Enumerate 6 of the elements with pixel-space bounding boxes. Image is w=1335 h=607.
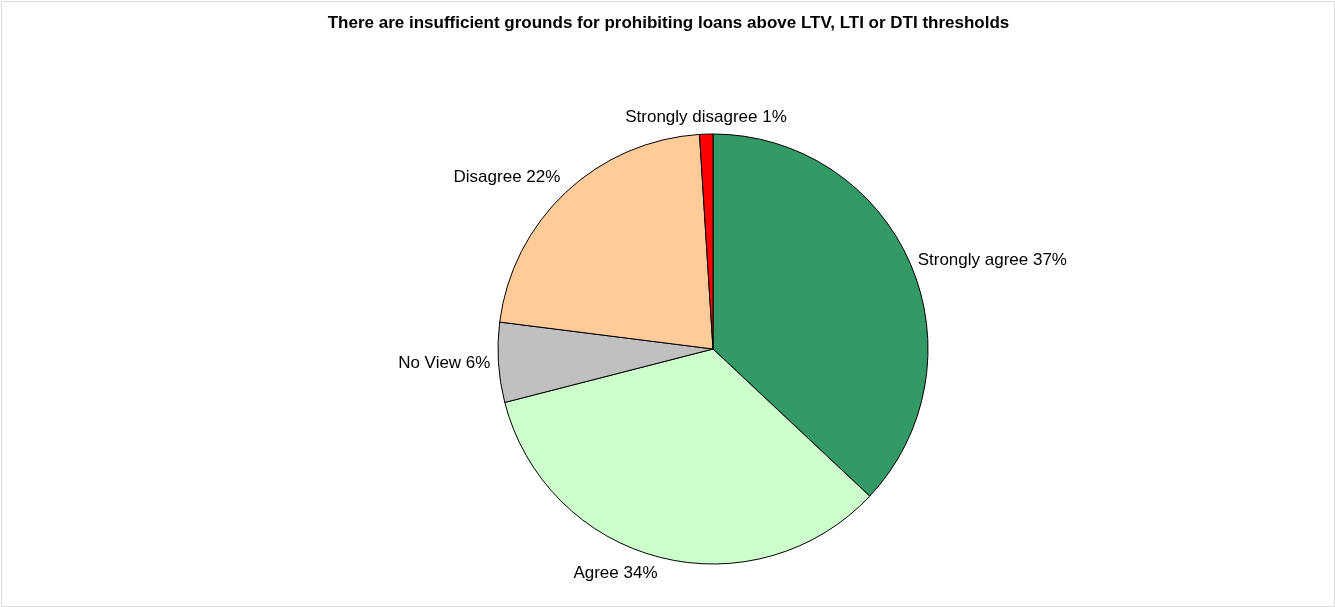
slice-label: Agree 34% (573, 562, 658, 582)
slice-label: No View 6% (398, 353, 491, 372)
chart-title: There are insufficient grounds for prohibiting loans above LTV, LTI or DTI thresholds (327, 13, 1010, 32)
slice-label: Disagree 22% (453, 167, 561, 187)
slice-label: Strongly agree 37% (917, 250, 1067, 270)
slice-label: Strongly disagree 1% (625, 107, 787, 127)
